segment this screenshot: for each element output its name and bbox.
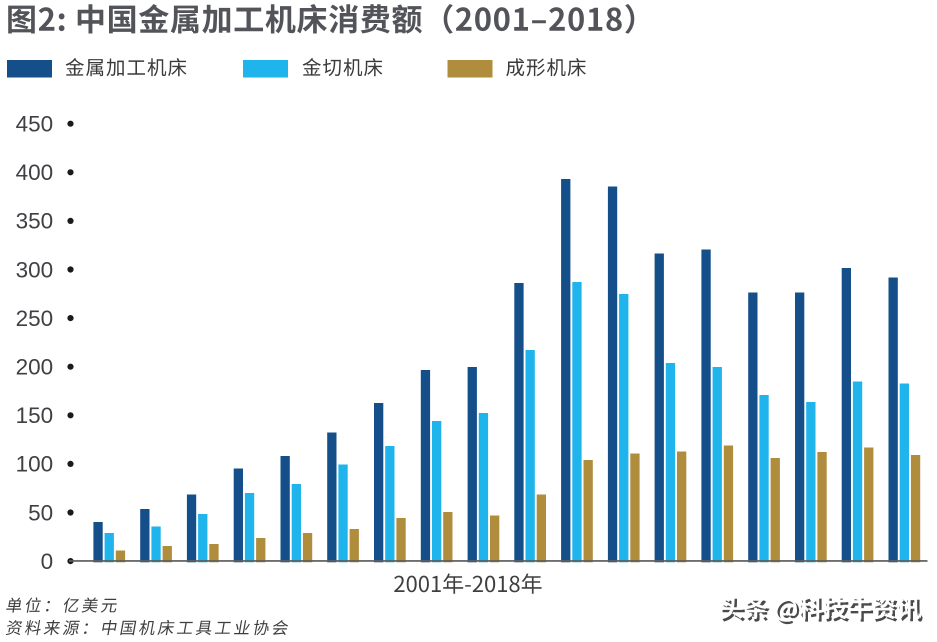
svg-text:0: 0 [41, 549, 54, 574]
svg-text:100: 100 [16, 452, 54, 477]
svg-text:450: 450 [16, 112, 54, 137]
svg-text:400: 400 [16, 160, 54, 185]
svg-text:150: 150 [16, 403, 54, 428]
svg-text:250: 250 [16, 306, 54, 331]
svg-text:350: 350 [16, 209, 54, 234]
svg-text:50: 50 [28, 500, 53, 525]
svg-text:200: 200 [16, 355, 54, 380]
svg-text:300: 300 [16, 257, 54, 282]
